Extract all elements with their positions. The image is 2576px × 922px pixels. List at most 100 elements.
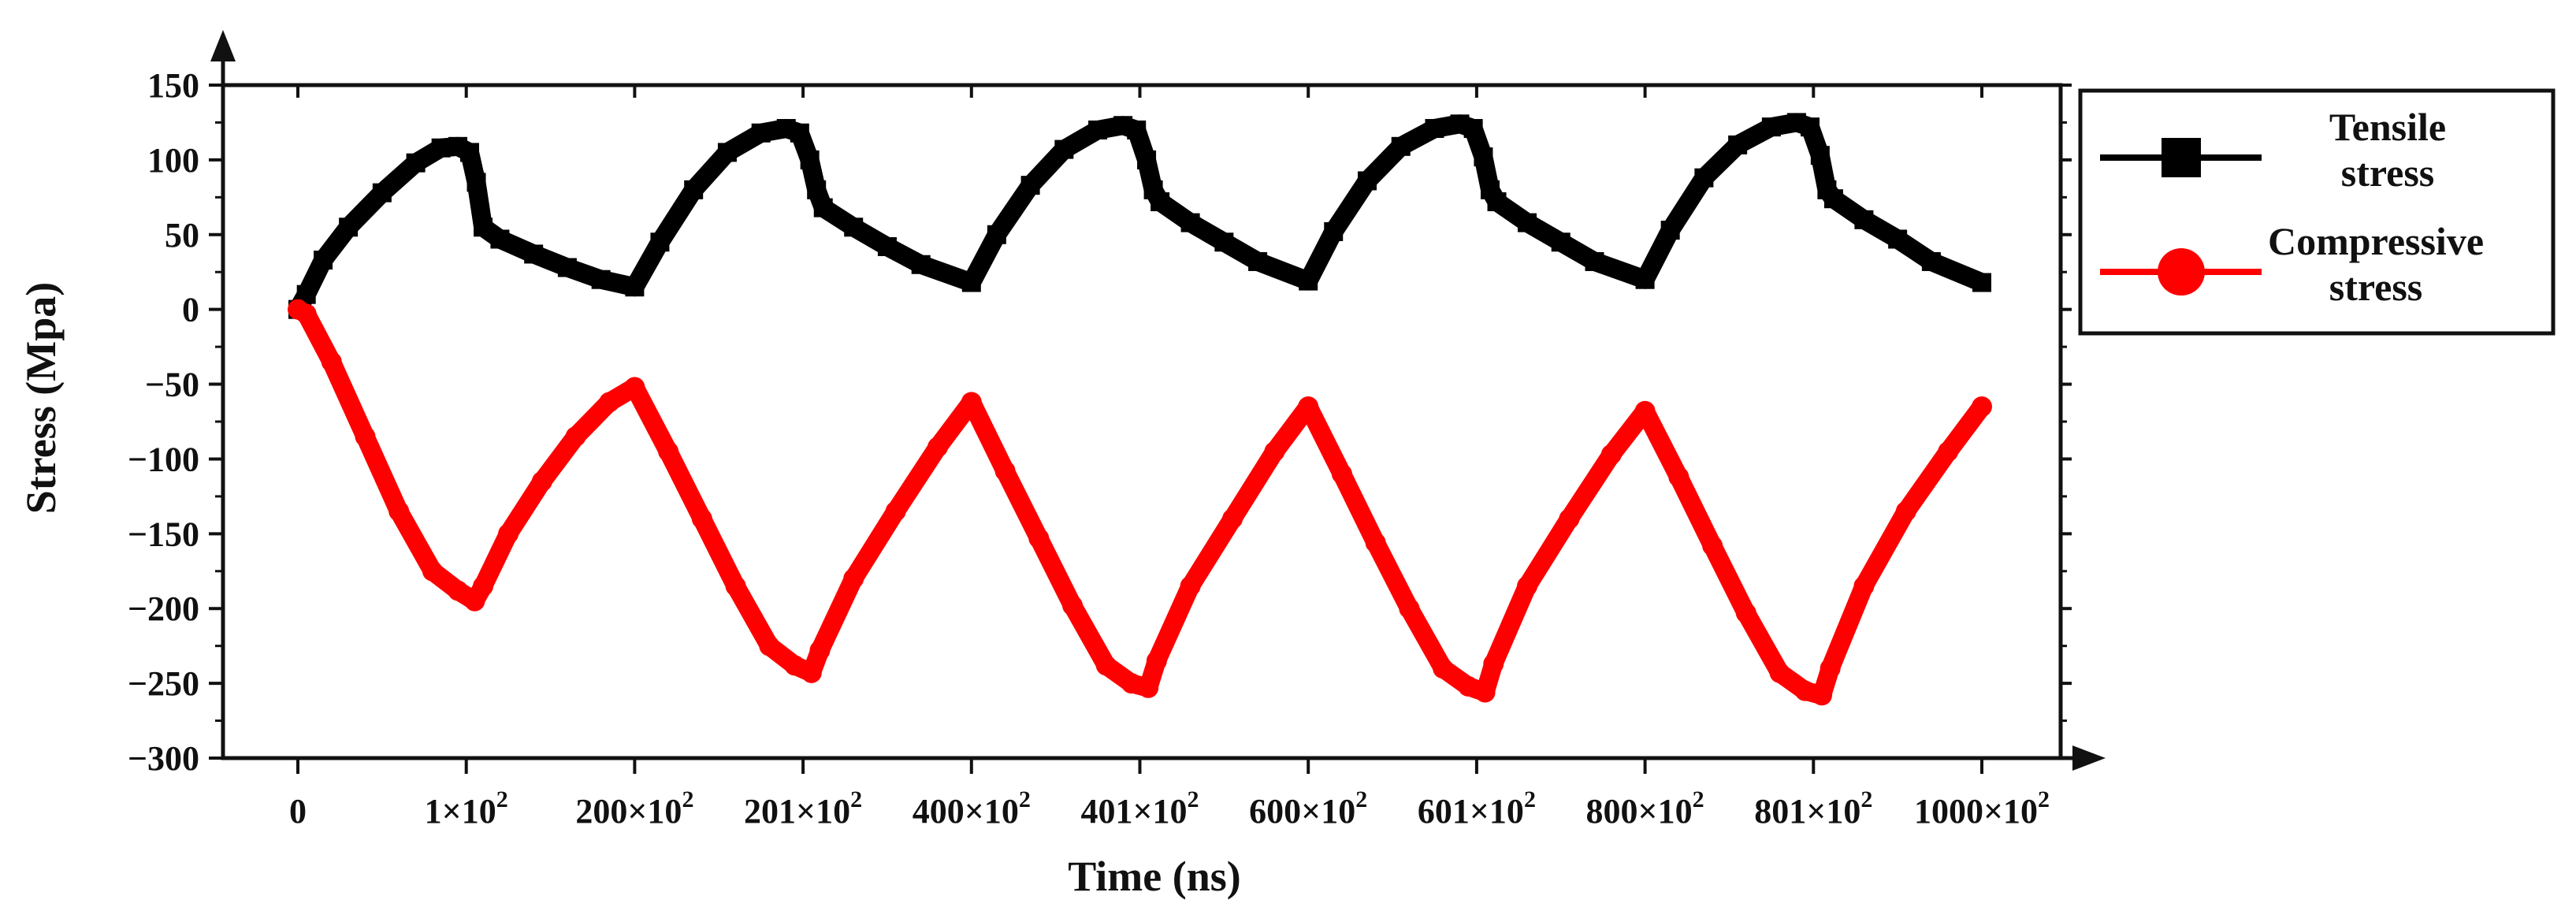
legend-marker-circle-icon: [2158, 248, 2205, 296]
data-point-compressive: [725, 575, 746, 597]
y-tick-label: −150: [128, 515, 199, 553]
data-point-compressive: [1458, 675, 1479, 697]
data-point-tensile: [467, 173, 486, 192]
data-point-compressive: [1702, 535, 1723, 556]
data-point-compressive: [1121, 673, 1142, 694]
data-point-tensile: [1020, 176, 1040, 195]
data-point-tensile: [1248, 251, 1268, 271]
y-tick-label: 50: [165, 216, 199, 255]
data-point-compressive: [961, 392, 982, 413]
data-point-tensile: [557, 258, 577, 277]
data-point-tensile: [314, 251, 333, 270]
data-point-compressive: [565, 426, 586, 447]
data-point-tensile: [987, 225, 1006, 244]
data-point-compressive: [784, 655, 805, 676]
data-point-tensile: [790, 123, 809, 143]
data-point-compressive: [1399, 598, 1420, 619]
data-point-compressive: [1938, 441, 1959, 462]
data-point-compressive: [801, 662, 822, 683]
data-point-tensile: [1635, 270, 1655, 289]
data-point-compressive: [1095, 655, 1117, 676]
legend-label-compressive: Compressive stress: [2268, 219, 2484, 309]
data-point-compressive: [1062, 595, 1084, 616]
data-point-tensile: [625, 277, 645, 297]
data-point-tensile: [1150, 192, 1170, 212]
data-point-tensile: [1518, 213, 1537, 232]
data-point-compressive: [296, 303, 317, 325]
data-point-compressive: [1146, 650, 1167, 671]
data-point-compressive: [1180, 575, 1201, 597]
x-axis-arrow: [2072, 745, 2106, 771]
data-point-tensile: [1137, 150, 1157, 169]
data-point-tensile: [339, 217, 359, 237]
data-point-tensile: [751, 123, 771, 143]
data-point-compressive: [843, 568, 864, 589]
data-point-tensile: [1972, 273, 1991, 292]
data-point-compressive: [809, 640, 831, 661]
data-point-compressive: [1769, 662, 1790, 683]
y-tick-label: 150: [147, 66, 199, 105]
y-tick-label: −300: [128, 739, 199, 778]
data-point-tensile: [1921, 251, 1941, 271]
data-point-compressive: [658, 441, 679, 462]
data-point-tensile: [684, 180, 704, 199]
data-point-tensile: [1551, 232, 1571, 252]
data-point-compressive: [691, 508, 712, 530]
legend-box: [2078, 88, 2556, 336]
y-axis-title: Stress (Mpa): [17, 282, 65, 514]
data-point-tensile: [1823, 189, 1843, 209]
data-point-compressive: [1264, 441, 1285, 462]
axes-group: 150 100 50 0 −50 −100 −150 −200 −250 −300 0 1×102 20…: [128, 30, 2106, 831]
data-point-tensile: [813, 198, 833, 217]
data-point-tensile: [524, 244, 544, 264]
data-point-tensile: [459, 143, 479, 162]
data-point-compressive: [1853, 575, 1875, 597]
data-point-tensile: [1854, 210, 1874, 229]
data-point-tensile: [1127, 120, 1147, 139]
y-tick-label: −200: [128, 589, 199, 628]
data-point-compressive: [1634, 400, 1656, 422]
y-axis-arrow: [210, 30, 236, 61]
data-point-tensile: [1888, 229, 1908, 249]
data-point-tensile: [490, 229, 510, 249]
data-point-tensile: [474, 217, 493, 237]
data-point-tensile: [1487, 192, 1507, 212]
data-point-tensile: [1214, 232, 1234, 252]
x-tick-label: 601×102: [1418, 786, 1536, 831]
y-tick-label: −50: [145, 366, 199, 404]
data-point-tensile: [877, 236, 897, 256]
data-point-tensile: [1299, 271, 1318, 291]
data-point-compressive: [355, 426, 376, 447]
data-point-compressive: [1895, 500, 1916, 522]
data-point-tensile: [844, 217, 864, 237]
data-point-compressive: [448, 580, 469, 601]
x-tick-label: 401×102: [1080, 786, 1199, 831]
data-point-tensile: [1088, 120, 1108, 139]
x-tick-label: 801×102: [1754, 786, 1872, 831]
y-tick-label: −250: [128, 664, 199, 703]
data-point-compressive: [321, 351, 342, 373]
data-point-compressive: [1972, 396, 1992, 418]
data-point-tensile: [1585, 251, 1604, 271]
data-point-compressive: [1811, 685, 1832, 706]
data-point-compressive: [599, 392, 620, 413]
data-point-tensile: [1324, 221, 1344, 241]
plot-frame: [221, 83, 2063, 760]
x-axis-title: Time (ns): [1068, 853, 1241, 900]
data-point-compressive: [1483, 653, 1504, 675]
data-point-compressive: [388, 500, 410, 522]
data-point-compressive: [1138, 677, 1159, 698]
legend-marker-square-icon: [2162, 138, 2201, 177]
x-tick-label: 1×102: [425, 786, 508, 831]
data-point-tensile: [1810, 146, 1830, 165]
x-tick-label: 600×102: [1249, 786, 1367, 831]
data-point-tensile: [1180, 213, 1200, 232]
data-point-tensile: [807, 180, 827, 199]
data-point-compressive: [759, 635, 780, 656]
data-point-compressive: [422, 560, 443, 582]
data-point-tensile: [1801, 117, 1820, 137]
series-line-compressive: [288, 299, 1991, 705]
x-tick-label: 200×102: [575, 786, 693, 831]
data-point-compressive: [1331, 463, 1352, 485]
legend-label-tensile: Tensile stress: [2329, 105, 2446, 195]
